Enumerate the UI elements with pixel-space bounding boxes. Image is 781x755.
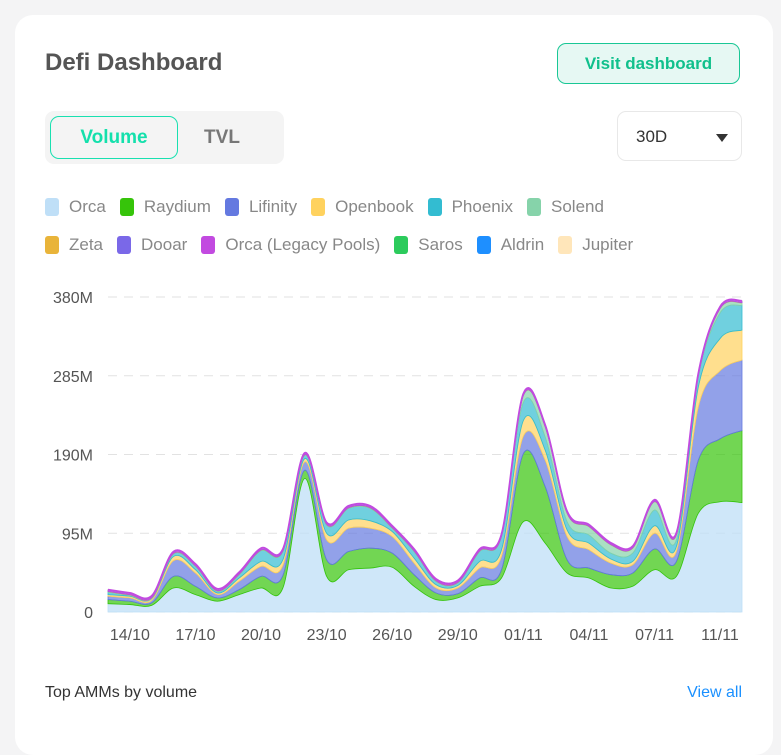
x-tick-label: 07/11: [635, 627, 674, 644]
legend-swatch: [119, 198, 134, 216]
legend-label: Orca (Legacy Pools): [225, 235, 381, 254]
visit-dashboard-button[interactable]: Visit dashboard: [557, 43, 740, 84]
legend-item[interactable]: Orca: [45, 197, 106, 217]
legend-label: Lifinity: [248, 197, 298, 216]
x-tick-label: 14/10: [110, 627, 150, 644]
range-select[interactable]: 30D: [617, 111, 742, 161]
legend-label: Solend: [551, 197, 604, 216]
legend-swatch: [201, 236, 216, 254]
x-tick-label: 23/10: [307, 627, 347, 644]
legend-swatch: [476, 236, 491, 254]
defi-dashboard-card: Defi Dashboard Visit dashboard Volume TV…: [15, 15, 773, 755]
page-title: Defi Dashboard: [45, 49, 223, 76]
legend-swatch: [394, 236, 409, 254]
legend-label: Orca: [69, 197, 106, 216]
y-tick-label: 0: [84, 605, 93, 622]
y-tick-label: 190M: [53, 448, 93, 465]
range-select-value: 30D: [636, 127, 668, 146]
legend-swatch: [558, 236, 573, 254]
legend-item[interactable]: Saros: [394, 235, 463, 255]
legend-label: Aldrin: [500, 235, 545, 254]
legend-label: Zeta: [69, 235, 104, 254]
x-tick-label: 20/10: [241, 627, 281, 644]
legend-item[interactable]: Aldrin: [476, 235, 545, 255]
legend-item[interactable]: Solend: [527, 197, 604, 217]
top-outline-line: [107, 298, 743, 600]
legend-row: Zeta Dooar Orca (Legacy Pools) Saros Aldrin J…: [45, 226, 745, 264]
y-tick-label: 380M: [53, 290, 93, 307]
view-all-link[interactable]: View all: [687, 684, 742, 701]
caret-down-icon: [716, 134, 728, 142]
legend-swatch: [45, 198, 59, 216]
x-tick-label: 11/11: [701, 627, 739, 644]
legend-swatch: [45, 236, 59, 254]
tab-volume[interactable]: Volume: [50, 116, 178, 159]
legend-item[interactable]: Lifinity: [224, 197, 298, 217]
legend-label: Dooar: [141, 235, 188, 254]
legend-item[interactable]: Openbook: [311, 197, 414, 217]
x-tick-label: 17/10: [175, 627, 215, 644]
legend-item[interactable]: Raydium: [119, 197, 211, 217]
legend-label: Openbook: [335, 197, 414, 216]
legend-swatch: [117, 236, 132, 254]
stacked-area-chart: 0 95M 190M 285M 380M 14/10 17/10 20/10 23/10 26/1…: [53, 290, 743, 644]
legend-label: Saros: [418, 235, 463, 254]
legend-swatch: [311, 198, 326, 216]
chart-legend: Orca Raydium Lifinity Openbook Phoenix Solend…: [45, 188, 745, 264]
legend-swatch: [427, 198, 442, 216]
top-amms-heading: Top AMMs by volume: [45, 684, 198, 701]
x-tick-label: 29/10: [438, 627, 478, 644]
legend-item[interactable]: Zeta: [45, 235, 103, 255]
legend-label: Phoenix: [451, 197, 514, 216]
x-tick-label: 26/10: [372, 627, 412, 644]
legend-label: Raydium: [143, 197, 211, 216]
legend-label: Jupiter: [582, 235, 634, 254]
legend-row: Orca Raydium Lifinity Openbook Phoenix Solend: [45, 188, 745, 226]
legend-swatch: [224, 198, 239, 216]
y-tick-label: 95M: [62, 526, 93, 543]
tab-tvl[interactable]: TVL: [204, 126, 240, 148]
legend-swatch: [527, 198, 542, 216]
legend-item[interactable]: Orca (Legacy Pools): [201, 235, 380, 255]
x-tick-label: 04/11: [570, 627, 609, 644]
x-tick-label: 01/11: [504, 627, 543, 644]
legend-item[interactable]: Jupiter: [558, 235, 633, 255]
metric-toggle: Volume TVL: [45, 111, 284, 164]
legend-item[interactable]: Phoenix: [427, 197, 514, 217]
y-tick-label: 285M: [53, 369, 93, 386]
legend-item[interactable]: Dooar: [117, 235, 187, 255]
